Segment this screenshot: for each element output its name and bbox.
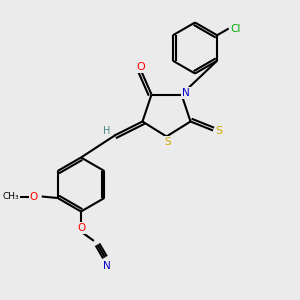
Text: O: O <box>77 223 85 233</box>
Text: O: O <box>29 191 38 202</box>
Text: N: N <box>103 261 110 272</box>
Text: CH₃: CH₃ <box>2 192 19 201</box>
Text: S: S <box>215 125 223 136</box>
Text: H: H <box>103 126 110 136</box>
Text: N: N <box>182 88 190 98</box>
Text: Cl: Cl <box>230 23 241 34</box>
Text: S: S <box>165 137 171 147</box>
Text: O: O <box>136 62 146 72</box>
